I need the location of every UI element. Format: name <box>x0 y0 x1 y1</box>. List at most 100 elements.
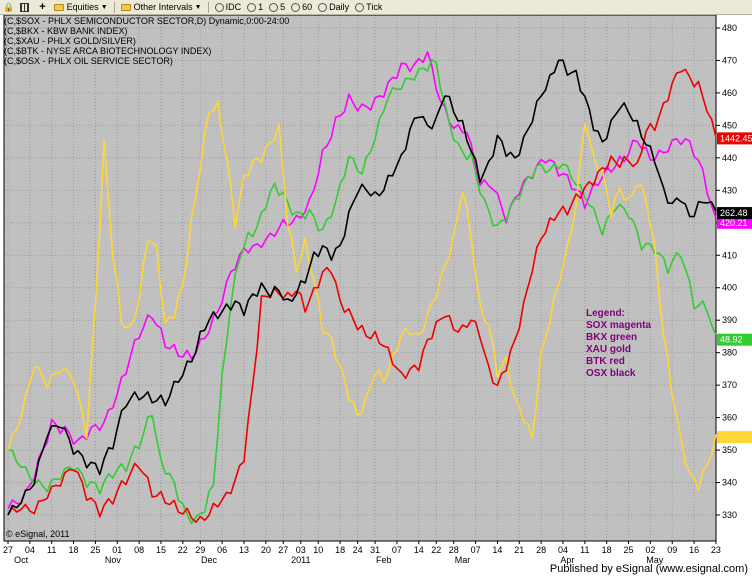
x-tick-label: 04 <box>558 545 568 555</box>
tick-button[interactable]: Tick <box>353 1 384 14</box>
interval-5-label: 5 <box>280 2 286 12</box>
x-tick-label: 11 <box>580 545 589 555</box>
y-tick-label: 430 <box>722 185 737 195</box>
series-line-green-bkx <box>7 58 717 525</box>
clock-icon <box>318 2 328 12</box>
chart[interactable]: 3303403503603703803904004104204304404504… <box>0 15 752 576</box>
equities-label: Equities <box>66 2 99 12</box>
legend-annotation-line: OSX black <box>586 368 636 379</box>
x-tick-label: 24 <box>353 545 363 555</box>
lock-icon: 🔒 <box>3 1 15 12</box>
series-line-red-btk <box>7 68 717 524</box>
x-tick-label: 18 <box>602 545 612 555</box>
daily-button[interactable]: Daily <box>316 1 351 14</box>
watermark: © eSignal, 2011 <box>6 529 70 539</box>
series-header-line: (C,$OSX - PHLX OIL SERVICE SECTOR) <box>4 56 173 66</box>
x-tick-label: 06 <box>217 545 227 555</box>
interval-60-button[interactable]: 60 <box>289 1 314 14</box>
x-tick-label: 22 <box>431 545 441 555</box>
month-label: Dec <box>201 555 218 565</box>
toolbar-separator <box>207 1 209 13</box>
legend-annotation-line: BTK red <box>586 356 625 367</box>
x-tick-label: 04 <box>25 545 35 555</box>
plot-frame <box>3 15 717 542</box>
x-tick-label: 10 <box>313 545 323 555</box>
month-label: Mar <box>455 555 471 565</box>
idc-button[interactable]: IDC <box>213 1 244 14</box>
clock-icon <box>214 2 224 12</box>
x-tick-label: 07 <box>392 545 402 555</box>
grid-button[interactable] <box>18 1 33 14</box>
y-tick-label: 330 <box>722 510 737 520</box>
x-tick-label: 08 <box>134 545 144 555</box>
x-tick-label: 16 <box>689 545 699 555</box>
lock-button[interactable]: 🔒 <box>1 1 16 14</box>
x-tick-label: 18 <box>335 545 345 555</box>
y-axis-panel <box>716 15 752 541</box>
x-tick-label: 07 <box>471 545 481 555</box>
x-tick-label: 01 <box>112 545 122 555</box>
y-tick-label: 460 <box>722 88 737 98</box>
x-tick-label: 03 <box>296 545 306 555</box>
last-value-tag <box>717 216 752 229</box>
other-intervals-label: Other Intervals <box>133 2 193 12</box>
y-tick-label: 480 <box>722 23 737 33</box>
interval-1-button[interactable]: 1 <box>245 1 265 14</box>
month-label: Feb <box>376 555 392 565</box>
y-tick-label: 450 <box>722 120 737 130</box>
series-line-black-osx <box>7 59 717 516</box>
y-tick-label: 370 <box>722 380 737 390</box>
grid-icon <box>20 2 30 12</box>
series-line-magenta-sox <box>7 50 717 509</box>
x-tick-label: 28 <box>449 545 459 555</box>
toolbar: 🔒 + Equities ▼ Other Intervals ▼ IDC 1 5 6… <box>0 0 752 15</box>
series-header-line: (C,$SOX - PHLX SEMICONDUCTOR SECTOR,D) D… <box>4 16 289 26</box>
equities-button[interactable]: Equities ▼ <box>52 1 110 14</box>
interval-1-label: 1 <box>258 2 264 12</box>
month-label: Apr <box>560 555 574 565</box>
tick-label: Tick <box>366 2 383 12</box>
x-tick-label: 27 <box>278 545 288 555</box>
x-tick-label: 11 <box>47 545 56 555</box>
series-header-line: (C,$BTK - NYSE ARCA BIOTECHNOLOGY INDEX) <box>4 46 211 56</box>
x-tick-label: 31 <box>370 545 380 555</box>
daily-label: Daily <box>329 2 350 12</box>
legend-annotation-line: Legend: <box>586 308 625 319</box>
folder-icon <box>120 3 131 11</box>
legend-annotation-line: SOX magenta <box>586 320 651 331</box>
interval-60-label: 60 <box>302 2 313 12</box>
x-tick-label: 21 <box>514 545 524 555</box>
x-tick-label: 29 <box>195 545 205 555</box>
footer-credit: Published by eSignal (www.esignal.com) <box>549 563 748 575</box>
x-tick-label: 13 <box>239 545 249 555</box>
toolbar-separator <box>113 1 115 13</box>
x-tick-label: 09 <box>667 545 677 555</box>
plus-icon: + <box>39 0 46 13</box>
x-tick-label: 15 <box>156 545 166 555</box>
y-tick-label: 350 <box>722 445 737 455</box>
clock-icon <box>269 2 279 12</box>
x-tick-label: 02 <box>645 545 655 555</box>
clock-icon <box>355 2 365 12</box>
y-tick-label: 410 <box>722 250 737 260</box>
add-button[interactable]: + <box>35 1 49 14</box>
last-value-label: 420.21 <box>720 218 748 228</box>
x-tick-label: 14 <box>414 545 424 555</box>
month-label: 2011 <box>291 555 310 565</box>
folder-icon <box>53 3 64 11</box>
series-header-line: (C,$XAU - PHLX GOLD/SILVER) <box>4 36 136 46</box>
y-tick-label: 470 <box>722 55 737 65</box>
month-label: Nov <box>105 555 122 565</box>
idc-label: IDC <box>225 2 242 12</box>
x-axis-panel <box>0 541 752 576</box>
x-tick-label: 18 <box>69 545 79 555</box>
last-value-tag <box>717 132 752 145</box>
x-tick-label: 23 <box>711 545 721 555</box>
x-tick-label: 28 <box>536 545 546 555</box>
clock-icon <box>247 2 257 12</box>
other-intervals-button[interactable]: Other Intervals ▼ <box>119 1 204 14</box>
x-tick-label: 27 <box>3 545 13 555</box>
interval-5-button[interactable]: 5 <box>267 1 287 14</box>
month-label: May <box>646 555 664 565</box>
